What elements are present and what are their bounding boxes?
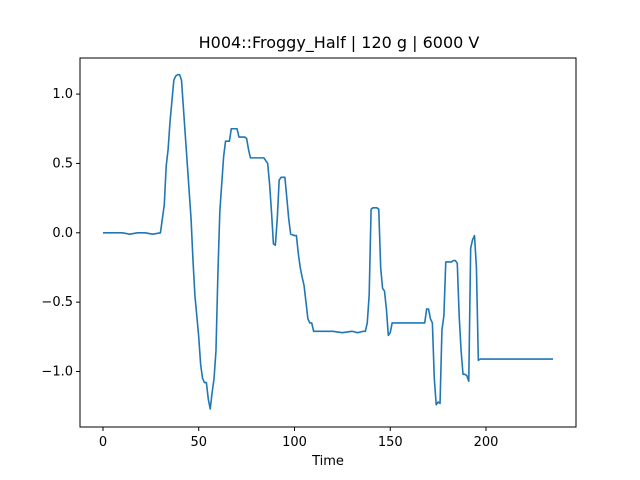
- x-tick-label: 200: [474, 435, 499, 450]
- x-tick-label: 0: [99, 435, 107, 450]
- x-tick-label: 100: [282, 435, 307, 450]
- plot-area-frame: [79, 57, 577, 428]
- series-group: [102, 73, 554, 410]
- y-tick-label: 1.0: [52, 87, 73, 102]
- x-tick-label: 150: [378, 435, 403, 450]
- chart-title: H004::Froggy_Half | 120 g | 6000 V: [198, 33, 480, 52]
- y-tick-label: −0.5: [41, 295, 73, 310]
- x-axis-ticks: 0 50 100 150 200: [99, 427, 499, 450]
- y-tick-label: −1.0: [41, 365, 73, 380]
- y-tick-label: 0.5: [52, 156, 73, 171]
- y-tick-label: 0.0: [52, 226, 73, 241]
- y-axis-ticks: −1.0 −0.5 0.0 0.5 1.0: [41, 87, 80, 380]
- x-axis-label: Time: [312, 454, 344, 469]
- series-line: [102, 73, 554, 410]
- x-tick-label: 50: [190, 435, 207, 450]
